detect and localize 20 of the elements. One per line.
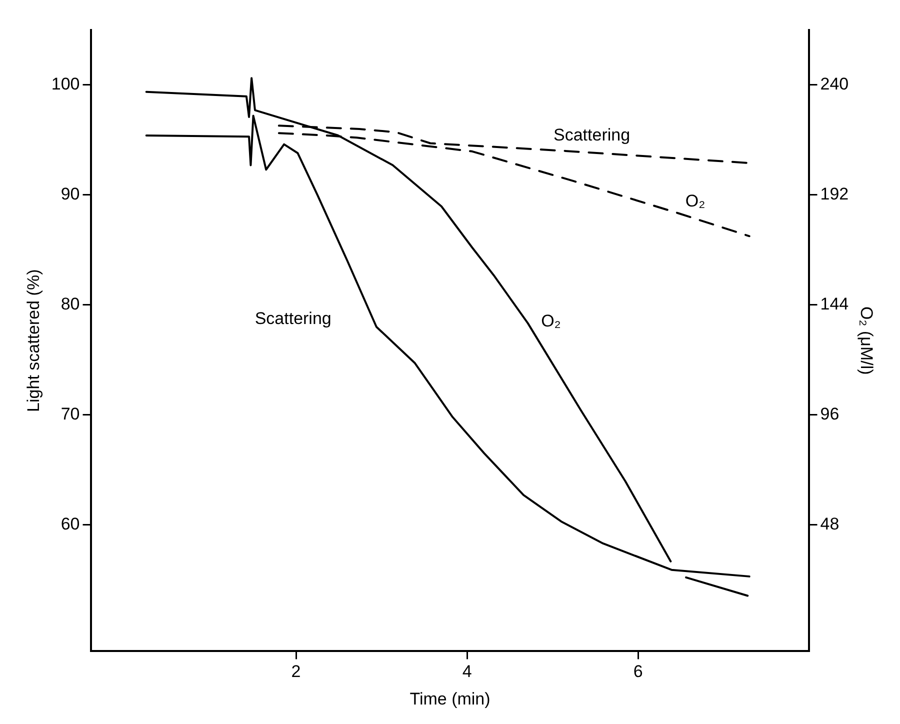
y-tick-label: 70 <box>60 404 80 424</box>
series-label: O₂ <box>685 191 706 210</box>
y-tick-label: 60 <box>60 514 80 534</box>
y2-tick-label: 240 <box>820 74 849 94</box>
series-label: O₂ <box>541 312 561 331</box>
y-tick-label: 80 <box>60 294 80 314</box>
y2-axis-title: O₂ (μM/l) <box>857 306 876 375</box>
y2-tick-label: 192 <box>820 184 849 204</box>
series-label: Scattering <box>553 125 630 144</box>
y2-tick-label: 96 <box>820 404 840 424</box>
x-tick-label: 2 <box>291 662 301 682</box>
y2-tick-label: 144 <box>820 294 849 314</box>
y2-tick-label: 48 <box>820 514 840 534</box>
text: Scattering <box>254 308 332 328</box>
x-axis-title: Time (min) <box>410 689 490 708</box>
x-tick-label: 4 <box>462 662 472 682</box>
y-tick-label: 100 <box>51 74 80 94</box>
y-tick-label: 90 <box>60 184 80 204</box>
y-axis-title: Light scattered (%) <box>24 269 43 412</box>
x-tick-label: 6 <box>633 662 643 682</box>
